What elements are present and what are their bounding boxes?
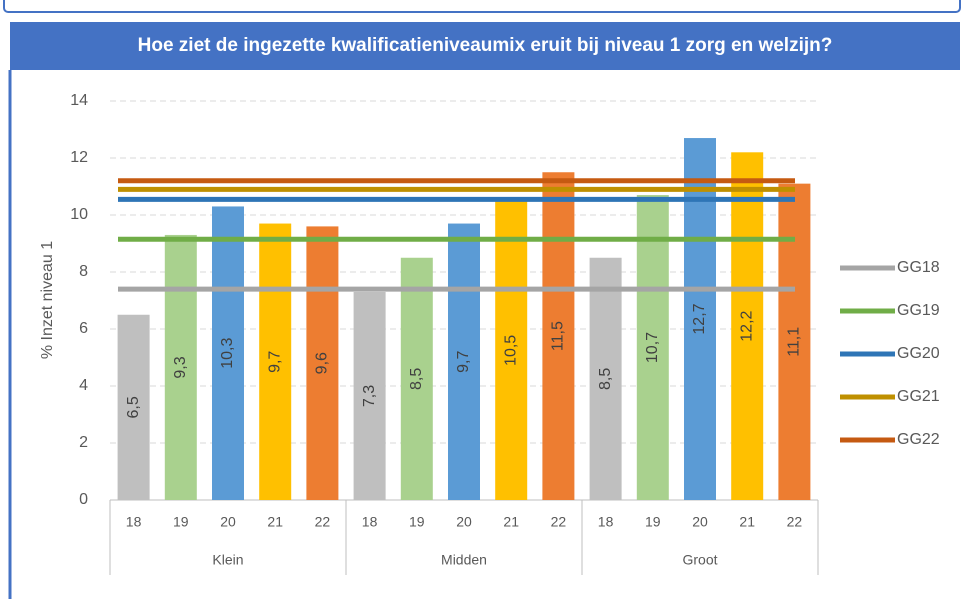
legend-label: GG21 <box>897 388 940 405</box>
value-label: 10,7 <box>644 332 661 363</box>
group-label: Groot <box>682 552 717 568</box>
title-bar <box>10 22 960 70</box>
value-label: 8,5 <box>408 368 425 390</box>
bar <box>353 291 386 500</box>
value-label: 9,3 <box>172 356 189 378</box>
x-tick-label: 19 <box>409 514 425 530</box>
bar <box>731 152 764 501</box>
value-label: 8,5 <box>597 368 614 390</box>
bar <box>589 257 622 500</box>
y-tick-label: 10 <box>70 206 88 223</box>
x-tick-label: 21 <box>739 514 755 530</box>
group-label: Midden <box>441 552 487 568</box>
bar <box>306 226 339 500</box>
bar <box>164 234 197 500</box>
x-tick-label: 21 <box>267 514 283 530</box>
x-tick-label: 22 <box>315 514 331 530</box>
x-tick-label: 22 <box>551 514 567 530</box>
value-label: 12,7 <box>691 303 708 334</box>
y-tick-label: 0 <box>79 491 88 508</box>
value-label: 9,7 <box>266 351 283 373</box>
legend-label: GG19 <box>897 302 940 319</box>
bar <box>259 223 292 501</box>
value-label: 10,3 <box>219 338 236 369</box>
x-tick-label: 20 <box>456 514 472 530</box>
x-tick-label: 21 <box>503 514 519 530</box>
value-label: 7,3 <box>361 385 378 407</box>
value-label: 11,5 <box>550 321 567 351</box>
bar <box>495 200 528 500</box>
legend-label: GG18 <box>897 259 940 276</box>
y-axis-label: % Inzet niveau 1 <box>39 241 56 359</box>
x-tick-label: 19 <box>645 514 661 530</box>
x-tick-label: 20 <box>692 514 708 530</box>
top-frame <box>3 0 961 13</box>
y-tick-label: 14 <box>70 92 88 109</box>
legend-label: GG20 <box>897 345 940 362</box>
x-tick-label: 18 <box>126 514 142 530</box>
x-tick-label: 18 <box>362 514 378 530</box>
y-tick-label: 6 <box>79 320 88 337</box>
bar <box>448 223 480 501</box>
x-tick-label: 18 <box>598 514 614 530</box>
y-tick-label: 8 <box>79 263 88 280</box>
bar <box>778 183 811 500</box>
y-tick-label: 4 <box>79 377 88 394</box>
value-label: 12,2 <box>738 310 755 341</box>
value-label: 9,6 <box>314 352 331 374</box>
bar <box>542 172 575 500</box>
bar <box>117 314 150 500</box>
x-tick-label: 22 <box>787 514 803 530</box>
legend-label: GG22 <box>897 431 940 448</box>
bar <box>636 195 669 501</box>
x-tick-label: 19 <box>173 514 189 530</box>
y-tick-label: 2 <box>79 434 88 451</box>
y-tick-label: 12 <box>70 149 88 166</box>
bar <box>212 206 244 500</box>
value-label: 10,5 <box>502 335 519 366</box>
group-label: Klein <box>212 552 243 568</box>
x-tick-label: 20 <box>220 514 236 530</box>
value-label: 6,5 <box>125 396 142 418</box>
value-label: 11,1 <box>786 327 803 357</box>
bar <box>400 257 433 500</box>
value-label: 9,7 <box>455 351 472 373</box>
chart-title: Hoe ziet de ingezette kwalificatieniveau… <box>138 35 833 56</box>
